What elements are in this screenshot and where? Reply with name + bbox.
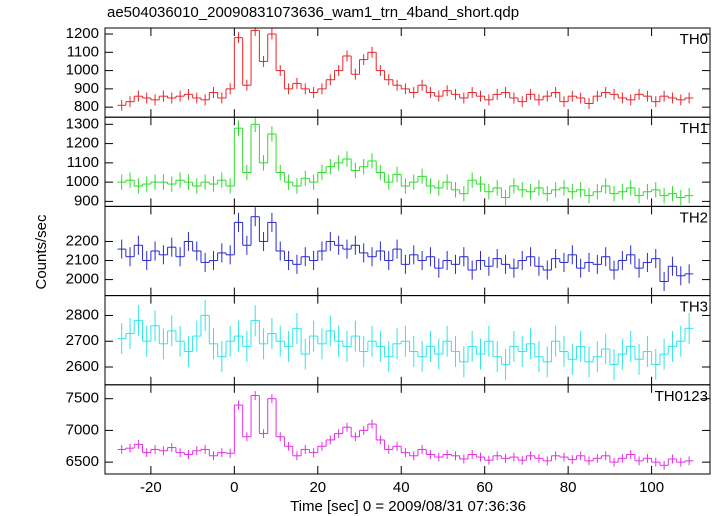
panel-label: TH2 <box>680 209 708 226</box>
y-tick-label: 7500 <box>66 390 99 407</box>
y-tick-label: 7000 <box>66 421 99 438</box>
y-tick-label: 1200 <box>66 25 99 42</box>
y-tick-label: 1300 <box>66 115 99 132</box>
panel-label: TH0123 <box>655 388 708 405</box>
panel-frame <box>104 384 711 475</box>
y-tick-label: 2200 <box>66 232 99 249</box>
x-tick-label: -20 <box>140 479 162 496</box>
step-connector <box>125 124 686 198</box>
step-connector <box>125 30 686 106</box>
y-axis-label: Counts/sec <box>33 214 50 290</box>
y-tick-label: 900 <box>74 80 99 97</box>
x-tick-label: 0 <box>230 479 238 496</box>
x-tick-label: 60 <box>476 479 493 496</box>
panel-label: TH0 <box>680 31 708 48</box>
y-tick-label: 2800 <box>66 306 99 323</box>
x-tick-label: 20 <box>309 479 326 496</box>
y-tick-label: 1000 <box>66 173 99 190</box>
panel-label: TH1 <box>680 120 708 137</box>
y-tick-label: 1100 <box>67 43 99 60</box>
y-tick-label: 1000 <box>66 62 99 79</box>
step-connector <box>125 315 686 365</box>
panel-label: TH3 <box>680 299 708 316</box>
panel-frame <box>104 116 711 207</box>
step-connector <box>125 395 686 466</box>
chart-title: ae504036010_20090831073636_wam1_trn_4ban… <box>107 4 519 21</box>
y-tick-label: 1100 <box>67 154 99 171</box>
x-tick-label: 80 <box>560 479 577 496</box>
panel-frame <box>104 27 711 118</box>
y-tick-label: 900 <box>74 192 99 209</box>
y-tick-label: 800 <box>74 98 99 115</box>
step-connector <box>125 216 686 282</box>
y-tick-label: 2000 <box>66 271 99 288</box>
x-tick-label: 40 <box>393 479 410 496</box>
y-tick-label: 2700 <box>66 332 99 349</box>
x-axis-label: Time [sec] 0 = 2009/08/31 07:36:36 <box>290 498 526 515</box>
y-tick-label: 2100 <box>66 251 99 268</box>
y-tick-label: 2600 <box>66 358 99 375</box>
panel-frame <box>104 295 711 386</box>
x-tick-label: 100 <box>639 479 664 496</box>
y-tick-label: 6500 <box>66 453 99 470</box>
y-tick-label: 1200 <box>66 135 99 152</box>
